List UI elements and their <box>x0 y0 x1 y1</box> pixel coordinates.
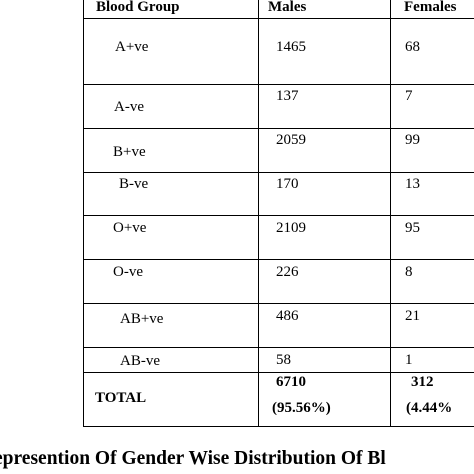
cell-blood-group: AB-ve <box>120 353 160 369</box>
total-females-percent: (4.44% <box>406 400 453 416</box>
table-divider-2 <box>390 0 391 427</box>
column-header-males: Males <box>268 0 307 15</box>
table-row-divider <box>83 215 474 216</box>
table-row-divider <box>83 347 474 348</box>
table-row-divider <box>83 259 474 260</box>
cell-blood-group: A+ve <box>115 39 149 55</box>
table-row-divider <box>83 372 474 373</box>
cell-blood-group: AB+ve <box>120 311 164 327</box>
cell-blood-group: O+ve <box>113 220 147 236</box>
cell-females: 95 <box>405 220 420 236</box>
cell-females: 1 <box>405 352 413 368</box>
column-header-blood-group: Blood Group <box>96 0 180 15</box>
cell-males: 486 <box>276 308 299 324</box>
cell-males: 58 <box>276 352 291 368</box>
table-border-bottom <box>83 426 474 427</box>
cell-males: 1465 <box>276 39 306 55</box>
total-label: TOTAL <box>95 390 147 406</box>
cell-males: 170 <box>276 176 299 192</box>
table-border-left <box>83 0 84 427</box>
table-row-divider <box>83 84 474 85</box>
cell-blood-group: O-ve <box>113 264 143 280</box>
table-caption: epresention Of Gender Wise Distribution … <box>0 448 386 469</box>
cell-females: 68 <box>405 39 420 55</box>
column-header-females: Females <box>404 0 457 15</box>
cell-females: 13 <box>405 176 420 192</box>
cell-blood-group: B+ve <box>113 144 146 160</box>
cell-blood-group: A-ve <box>114 99 144 115</box>
table-row-divider <box>83 303 474 304</box>
cell-females: 7 <box>405 88 413 104</box>
table-row-divider <box>83 172 474 173</box>
total-females: 312 <box>411 374 434 390</box>
table-divider-1 <box>258 0 259 427</box>
cell-females: 21 <box>405 308 420 324</box>
cell-males: 2109 <box>276 220 306 236</box>
table-row-divider <box>83 128 474 129</box>
table-row-divider <box>83 18 474 19</box>
total-males-percent: (95.56%) <box>272 400 331 416</box>
cell-females: 99 <box>405 132 420 148</box>
total-males: 6710 <box>276 374 306 390</box>
cell-males: 226 <box>276 264 299 280</box>
cell-blood-group: B-ve <box>119 176 149 192</box>
cell-males: 2059 <box>276 132 306 148</box>
cell-males: 137 <box>276 88 299 104</box>
cell-females: 8 <box>405 264 413 280</box>
